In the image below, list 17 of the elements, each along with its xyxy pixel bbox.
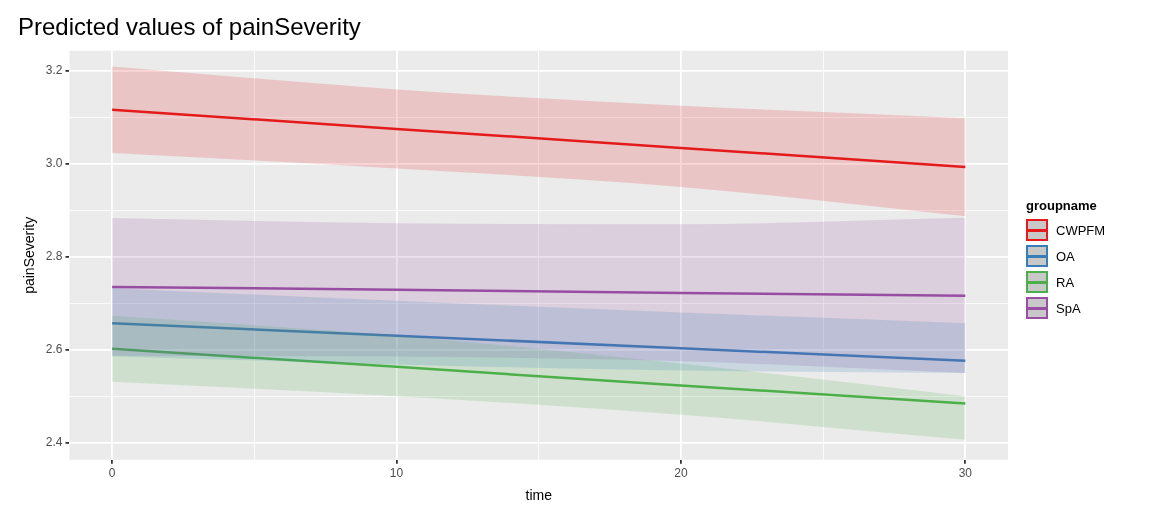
legend-label: RA bbox=[1056, 274, 1075, 290]
y-tick-label: 3.2 bbox=[45, 63, 63, 78]
legend-title: groupname bbox=[1026, 198, 1098, 213]
x-tick-label: 20 bbox=[674, 466, 688, 481]
y-axis-title: painSeverity bbox=[21, 216, 38, 294]
legend-label: CWPFM bbox=[1056, 222, 1106, 238]
legend-label: SpA bbox=[1056, 300, 1081, 316]
chart-title: Predicted values of painSeverity bbox=[18, 13, 361, 41]
x-tick-label: 30 bbox=[958, 466, 973, 481]
y-tick-label: 2.6 bbox=[45, 341, 63, 356]
x-tick-label: 0 bbox=[108, 466, 116, 481]
x-axis-title: time bbox=[525, 487, 553, 504]
y-tick-label: 2.4 bbox=[45, 434, 63, 449]
y-tick-label: 2.8 bbox=[45, 249, 63, 264]
y-tick-label: 3.0 bbox=[45, 156, 63, 171]
legend-label: OA bbox=[1056, 248, 1075, 264]
x-tick-label: 10 bbox=[389, 466, 404, 481]
